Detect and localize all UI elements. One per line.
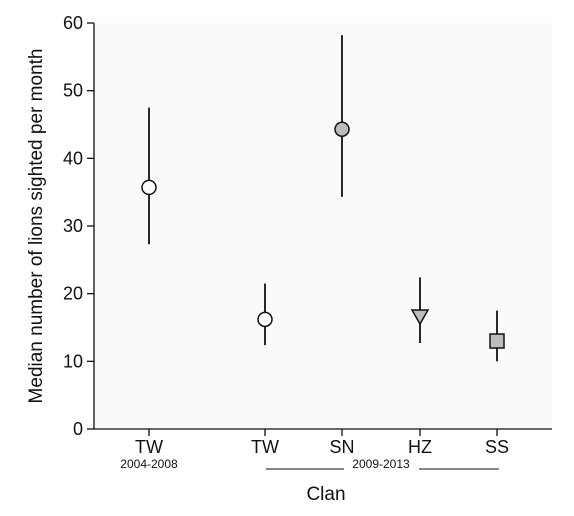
data-point-group <box>141 107 157 245</box>
x-tick-label: TW <box>135 437 163 457</box>
x-axis-title: Clan <box>306 484 345 505</box>
x-tick-label: HZ <box>408 437 432 457</box>
x-tick-label: SN <box>329 437 354 457</box>
data-point-group <box>489 310 505 362</box>
y-tick-label: 50 <box>63 81 83 101</box>
data-point-group <box>334 35 350 197</box>
median-marker <box>141 179 157 196</box>
median-marker <box>410 309 430 326</box>
y-tick-label: 10 <box>63 351 83 371</box>
y-tick-label: 20 <box>63 284 83 304</box>
data-point-group <box>410 277 430 344</box>
data-marks <box>141 35 505 362</box>
median-marker <box>489 333 505 349</box>
y-axis-title: Median number of lions sighted per month <box>26 49 47 404</box>
y-tick-label: 60 <box>63 13 83 33</box>
x-tick-label: TW <box>251 437 279 457</box>
y-tick-label: 30 <box>63 216 83 236</box>
median-marker <box>334 121 350 137</box>
y-tick-label: 0 <box>73 419 83 439</box>
x-axis: TW TW SN HZ SS 2004-2008 2009-2013 <box>94 428 552 471</box>
plot-area <box>94 23 552 429</box>
x-tick-label: SS <box>485 437 509 457</box>
period-label: 2004-2008 <box>120 457 178 471</box>
y-axis: 0 10 20 30 40 50 60 <box>63 13 95 439</box>
median-marker <box>257 311 273 328</box>
data-point-group <box>257 283 273 346</box>
plot-background <box>94 23 552 429</box>
period-label: 2009-2013 <box>352 457 410 471</box>
y-tick-label: 40 <box>63 148 83 168</box>
